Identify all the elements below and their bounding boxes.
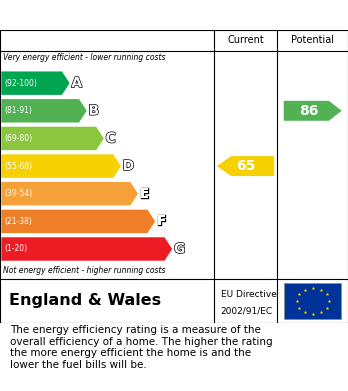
Text: EU Directive: EU Directive — [221, 290, 277, 299]
Text: England & Wales: England & Wales — [9, 294, 161, 308]
Polygon shape — [1, 237, 172, 261]
Text: (39-54): (39-54) — [5, 189, 33, 198]
Text: F: F — [157, 214, 166, 228]
Text: Potential: Potential — [291, 35, 334, 45]
Text: Energy Efficiency Rating: Energy Efficiency Rating — [10, 7, 221, 23]
Text: (69-80): (69-80) — [5, 134, 33, 143]
Bar — [284, 283, 341, 319]
Polygon shape — [1, 182, 138, 205]
Text: 2002/91/EC: 2002/91/EC — [221, 306, 273, 315]
Text: B: B — [88, 104, 99, 118]
Text: G: G — [174, 242, 185, 256]
Text: 65: 65 — [236, 159, 255, 173]
Text: A: A — [71, 76, 82, 90]
Polygon shape — [1, 127, 104, 150]
Polygon shape — [1, 99, 87, 122]
Text: Current: Current — [227, 35, 264, 45]
Polygon shape — [217, 156, 274, 176]
Text: D: D — [122, 159, 134, 173]
Text: E: E — [140, 187, 149, 201]
Polygon shape — [1, 210, 155, 233]
Text: (92-100): (92-100) — [5, 79, 38, 88]
Text: Very energy efficient - lower running costs: Very energy efficient - lower running co… — [3, 53, 166, 62]
Polygon shape — [1, 72, 70, 95]
Polygon shape — [284, 101, 342, 121]
Text: (1-20): (1-20) — [5, 244, 28, 253]
Text: (81-91): (81-91) — [5, 106, 33, 115]
Text: (21-38): (21-38) — [5, 217, 33, 226]
Text: Not energy efficient - higher running costs: Not energy efficient - higher running co… — [3, 266, 166, 275]
Text: The energy efficiency rating is a measure of the
overall efficiency of a home. T: The energy efficiency rating is a measur… — [10, 325, 273, 370]
Text: C: C — [105, 131, 116, 145]
Text: (55-68): (55-68) — [5, 161, 33, 170]
Text: 86: 86 — [300, 104, 319, 118]
Polygon shape — [1, 154, 121, 178]
